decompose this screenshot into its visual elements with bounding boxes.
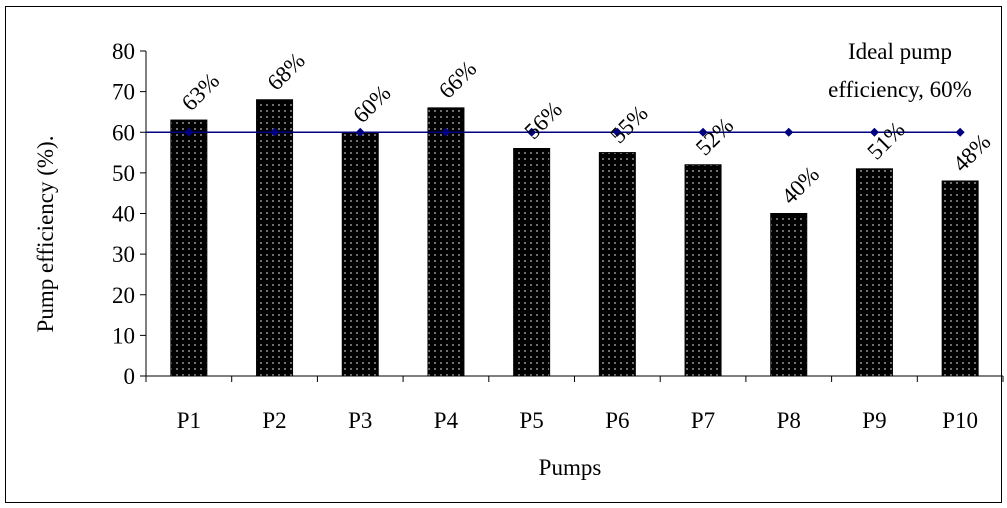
x-tick-label-P2: P2 [262,408,286,433]
x-tick-label-P1: P1 [177,408,201,433]
data-label-P5: 56% [520,97,567,144]
ideal-line-marker-P2 [270,127,280,137]
bar-P10 [941,180,979,377]
bar-P1 [170,119,208,377]
ideal-line-marker-P6 [612,127,622,137]
ideal-line-marker-P9 [869,127,879,137]
data-label-P4: 66% [434,56,481,103]
data-label-P1: 63% [177,68,224,115]
bar-P4 [427,107,465,377]
y-tick-label: 70 [112,80,135,105]
data-label-P7: 52% [691,113,738,160]
bar-P3 [341,131,379,377]
x-tick-label-P3: P3 [348,408,372,433]
ideal-line-marker-P5 [527,127,537,137]
y-tick-label: 30 [112,242,135,267]
data-label-P10: 48% [948,129,995,176]
x-tick-label-P5: P5 [520,408,544,433]
bar-P6 [598,152,636,377]
data-label-P2: 68% [262,48,309,95]
bar-P5 [513,148,551,377]
x-tick-label-P7: P7 [691,408,715,433]
ideal-line-marker-P8 [784,127,794,137]
data-label-P6: 55% [605,101,652,148]
y-axis-title: Pump efficiency (%). [33,136,58,333]
x-axis-title: Pumps [539,455,602,480]
ideal-line-marker-P1 [184,127,194,137]
x-tick-label-P4: P4 [434,408,459,433]
bar-P9 [855,168,893,377]
bar-P7 [684,164,722,377]
ideal-line-marker-P4 [441,127,451,137]
ideal-line-marker-P10 [955,127,965,137]
y-tick-label: 0 [124,364,136,389]
bar-P2 [256,99,294,377]
x-tick-label-P6: P6 [605,408,629,433]
y-tick-label: 40 [112,202,135,227]
reference-line-label-line1: Ideal pump [848,39,952,64]
y-tick-label: 80 [112,39,135,64]
data-label-P8: 40% [777,162,824,209]
bar-P8 [770,213,808,377]
ideal-line-marker-P7 [698,127,708,137]
reference-line-label-line2: efficiency, 60% [828,77,972,102]
y-tick-label: 10 [112,323,135,348]
x-tick-label-P8: P8 [777,408,801,433]
ideal-line-marker-P3 [355,127,365,137]
data-label-P9: 51% [862,117,909,164]
x-tick-label-P10: P10 [942,408,978,433]
y-tick-label: 20 [112,283,135,308]
y-tick-label: 60 [112,120,135,145]
x-tick-label-P9: P9 [862,408,886,433]
y-tick-label: 50 [112,161,135,186]
data-label-P3: 60% [348,80,395,127]
